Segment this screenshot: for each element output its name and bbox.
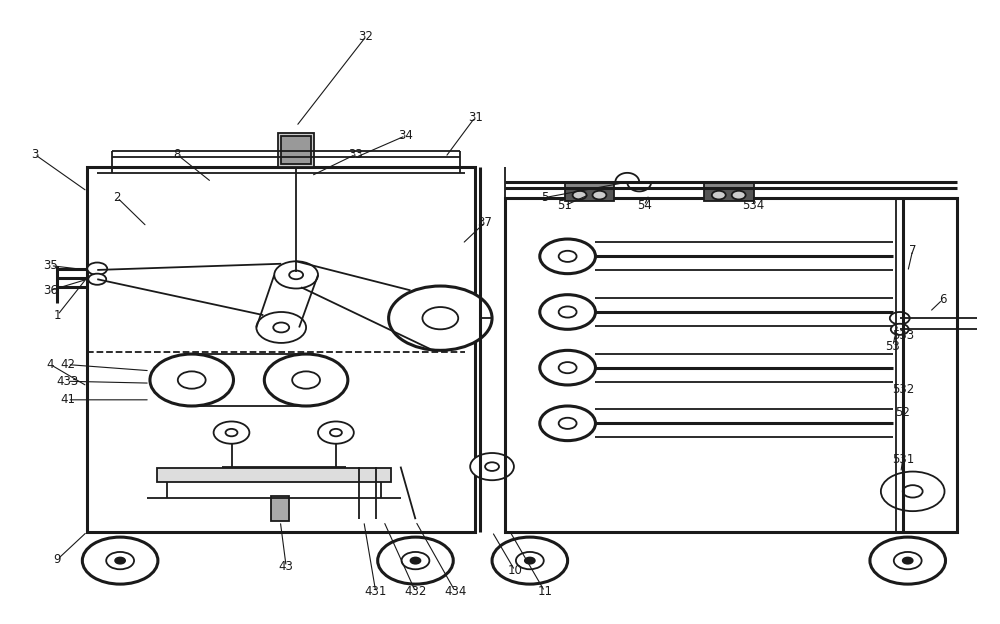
Circle shape: [402, 552, 429, 569]
Text: 532: 532: [892, 383, 914, 396]
Text: 534: 534: [742, 199, 765, 212]
Circle shape: [492, 537, 568, 584]
Bar: [704, 188, 754, 202]
Text: 531: 531: [892, 452, 914, 466]
Text: 33: 33: [348, 148, 363, 161]
Circle shape: [540, 295, 595, 329]
Circle shape: [88, 274, 106, 285]
Text: 6: 6: [939, 293, 946, 306]
Circle shape: [256, 312, 306, 343]
Bar: [87, 167, 475, 532]
Bar: [278, 133, 314, 167]
Text: 9: 9: [54, 553, 61, 566]
Text: 43: 43: [279, 560, 294, 573]
Circle shape: [559, 362, 577, 373]
Circle shape: [178, 371, 206, 389]
Circle shape: [540, 406, 595, 441]
Bar: [157, 469, 391, 482]
Circle shape: [559, 251, 577, 262]
Text: 4: 4: [47, 358, 54, 371]
Text: 433: 433: [56, 375, 79, 388]
Circle shape: [318, 421, 354, 444]
Circle shape: [559, 417, 577, 429]
Circle shape: [891, 324, 909, 335]
Circle shape: [389, 286, 492, 350]
Text: 432: 432: [404, 585, 427, 598]
Circle shape: [485, 462, 499, 471]
Circle shape: [378, 537, 453, 584]
Bar: [565, 188, 614, 202]
Text: 52: 52: [895, 406, 910, 419]
Circle shape: [894, 552, 922, 569]
Circle shape: [82, 537, 158, 584]
Circle shape: [712, 191, 726, 200]
Circle shape: [470, 453, 514, 480]
Circle shape: [540, 350, 595, 385]
Circle shape: [903, 485, 923, 497]
Text: 11: 11: [537, 585, 552, 598]
Bar: [271, 496, 289, 521]
Circle shape: [540, 239, 595, 274]
Circle shape: [559, 306, 577, 318]
Circle shape: [903, 557, 913, 563]
Circle shape: [422, 307, 458, 329]
Circle shape: [330, 429, 342, 436]
Text: 42: 42: [60, 358, 75, 371]
Bar: [704, 183, 754, 188]
Text: 8: 8: [173, 148, 180, 161]
Circle shape: [881, 472, 945, 511]
Bar: [565, 183, 614, 188]
Text: 434: 434: [444, 585, 466, 598]
Text: 1: 1: [54, 309, 61, 321]
Circle shape: [573, 191, 587, 200]
Circle shape: [592, 191, 606, 200]
Circle shape: [411, 557, 420, 563]
Text: 34: 34: [398, 129, 413, 142]
Text: 431: 431: [365, 585, 387, 598]
Circle shape: [150, 354, 233, 406]
Circle shape: [226, 429, 237, 436]
Text: 53: 53: [885, 339, 900, 353]
Bar: [505, 198, 957, 532]
Circle shape: [516, 552, 544, 569]
Circle shape: [264, 354, 348, 406]
Circle shape: [289, 271, 303, 279]
Bar: [281, 136, 311, 163]
Circle shape: [273, 323, 289, 333]
Circle shape: [870, 537, 946, 584]
Circle shape: [87, 263, 107, 275]
Circle shape: [525, 557, 535, 563]
Text: 7: 7: [909, 243, 916, 256]
Text: 3: 3: [31, 148, 38, 161]
Text: 35: 35: [43, 259, 58, 272]
Circle shape: [115, 557, 125, 563]
Text: 51: 51: [557, 199, 572, 212]
Text: 533: 533: [892, 329, 914, 342]
Circle shape: [274, 261, 318, 288]
Circle shape: [292, 371, 320, 389]
Circle shape: [890, 312, 910, 324]
Text: 2: 2: [113, 191, 121, 204]
Text: 32: 32: [358, 31, 373, 43]
Text: 36: 36: [43, 284, 58, 297]
Text: 31: 31: [468, 110, 483, 124]
Text: 5: 5: [541, 191, 548, 204]
Circle shape: [732, 191, 746, 200]
Text: 54: 54: [637, 199, 652, 212]
Text: 41: 41: [60, 393, 75, 406]
Text: 10: 10: [507, 564, 522, 577]
Text: 37: 37: [478, 216, 493, 229]
Circle shape: [106, 552, 134, 569]
Circle shape: [214, 421, 249, 444]
